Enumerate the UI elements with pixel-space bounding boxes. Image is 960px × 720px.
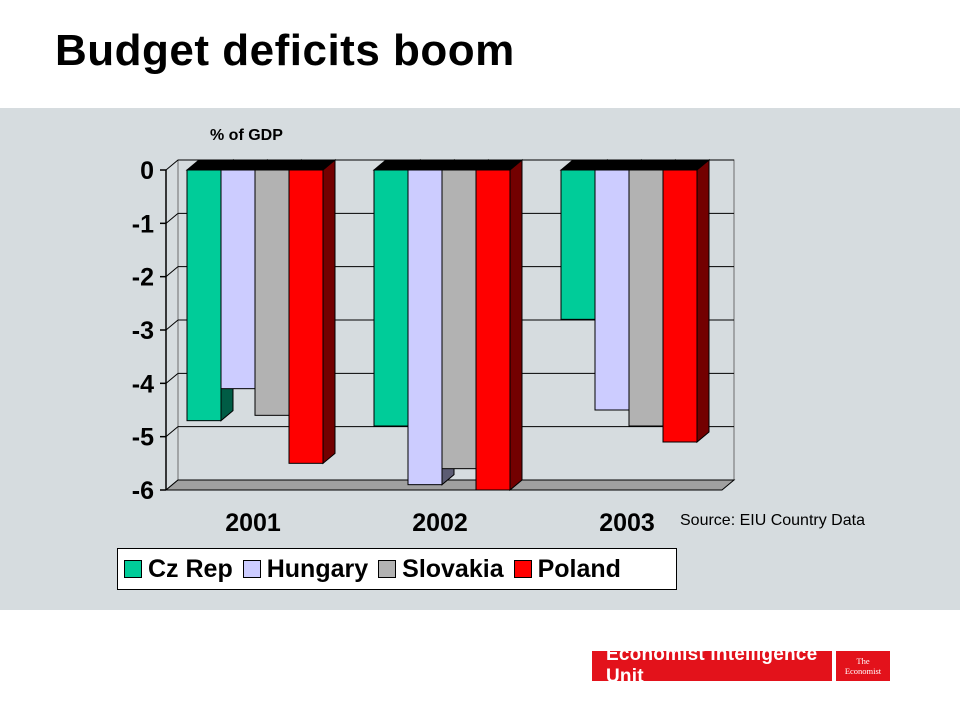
y-tick-label: -1 — [132, 210, 154, 238]
page-title: Budget deficits boom — [55, 26, 515, 75]
legend-swatch — [124, 560, 142, 578]
y-tick-label: -2 — [132, 264, 154, 292]
legend-swatch — [513, 560, 532, 578]
eiu-logo: Economist Intelligence Unit The Economis… — [592, 644, 890, 687]
x-tick-label: 2002 — [412, 509, 468, 537]
bar-poland-2003 — [661, 158, 711, 444]
legend-label: Cz Rep — [148, 554, 233, 583]
y-tick-label: -4 — [132, 370, 154, 398]
legend: Cz Rep Hungary Slovakia Poland — [117, 548, 677, 590]
logo-the: The — [856, 656, 870, 666]
plot-floor — [164, 479, 736, 491]
legend-swatch — [378, 560, 397, 578]
legend-item-cz-rep: Cz Rep — [124, 555, 233, 584]
y-tick-label: -3 — [132, 317, 154, 345]
legend-label: Slovakia — [402, 554, 504, 583]
legend-item-hungary: Hungary — [242, 554, 369, 584]
bars — [185, 158, 711, 492]
legend-swatch — [242, 560, 261, 578]
logo-economist: The Economist — [836, 651, 890, 681]
y-axis-label: % of GDP — [210, 127, 283, 144]
gridline-depth — [165, 426, 179, 438]
x-tick-label: 2003 — [599, 509, 655, 537]
bar-poland-2002 — [474, 158, 524, 492]
gridline-depth — [165, 212, 179, 224]
legend-label: Hungary — [266, 554, 369, 583]
legend-label: Poland — [537, 554, 621, 583]
gridline-depth — [165, 319, 179, 331]
y-tick-label: -5 — [132, 424, 154, 452]
gridline-depth — [165, 159, 179, 171]
bar-poland-2001 — [287, 158, 337, 465]
y-tick-label: -6 — [132, 477, 154, 505]
y-axis: 0 -1 -2 -3 -4 -5 -6 — [132, 157, 167, 505]
legend-item-poland: Poland — [513, 554, 621, 584]
gridline-depth — [165, 372, 179, 384]
source-note: Source: EIU Country Data — [680, 512, 865, 529]
logo-eiu-text: Economist Intelligence Unit — [592, 644, 832, 687]
logo-economist-text: Economist — [844, 666, 882, 676]
gridline-depth — [165, 266, 179, 278]
y-tick-label: 0 — [140, 157, 154, 185]
x-tick-label: 2001 — [225, 509, 281, 537]
legend-item-slovakia: Slovakia — [378, 554, 504, 584]
x-axis: 2001 2002 2003 — [225, 509, 655, 537]
